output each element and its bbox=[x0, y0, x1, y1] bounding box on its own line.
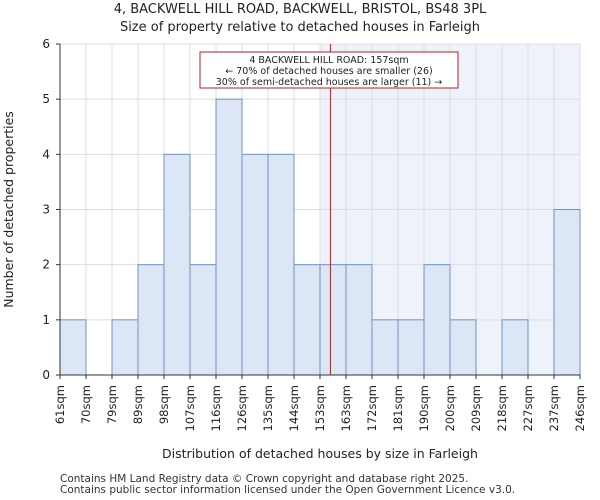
annotation-box bbox=[199, 51, 459, 89]
chart-title: 4, BACKWELL HILL ROAD, BACKWELL, BRISTOL… bbox=[113, 2, 487, 17]
histogram-bar bbox=[345, 264, 373, 376]
x-tick-label: 98sqm bbox=[157, 385, 171, 424]
footer-line-2: Contains public sector information licen… bbox=[60, 484, 516, 496]
y-tick-label: 0 bbox=[42, 368, 50, 382]
x-tick-label: 70sqm bbox=[79, 385, 93, 424]
x-tick-label: 79sqm bbox=[105, 385, 119, 424]
x-tick-label: 163sqm bbox=[339, 385, 353, 431]
x-tick-label: 209sqm bbox=[469, 385, 483, 431]
histogram-bar bbox=[189, 264, 217, 376]
x-tick-label: 237sqm bbox=[547, 385, 561, 431]
x-tick-label: 200sqm bbox=[443, 385, 457, 431]
histogram-bar bbox=[215, 98, 243, 376]
y-tick-label: 1 bbox=[42, 313, 50, 327]
y-tick-label: 2 bbox=[42, 258, 50, 272]
histogram-bar bbox=[293, 264, 321, 376]
y-axis-label: Number of detached properties bbox=[1, 111, 16, 308]
x-tick-label: 246sqm bbox=[573, 385, 587, 431]
x-tick-label: 126sqm bbox=[235, 385, 249, 431]
x-axis-label: Distribution of detached houses by size … bbox=[162, 446, 478, 461]
annotation-text: 4 BACKWELL HILL ROAD: 157sqm bbox=[249, 55, 408, 66]
histogram-bar bbox=[137, 264, 165, 376]
histogram-bar bbox=[59, 319, 87, 376]
x-tick-label: 135sqm bbox=[261, 385, 275, 431]
histogram-bar bbox=[267, 153, 295, 376]
histogram-bar bbox=[553, 209, 581, 376]
histogram-bar bbox=[111, 319, 139, 376]
annotation-text: ← 70% of detached houses are smaller (26… bbox=[225, 66, 432, 77]
y-tick-label: 3 bbox=[42, 203, 50, 217]
histogram-bar bbox=[163, 153, 191, 376]
x-tick-label: 107sqm bbox=[183, 385, 197, 431]
histogram-bar bbox=[449, 319, 477, 376]
x-tick-label: 153sqm bbox=[313, 385, 327, 431]
histogram-bar bbox=[371, 319, 399, 376]
footer-line-1: Contains HM Land Registry data © Crown c… bbox=[60, 473, 469, 485]
histogram-bar bbox=[241, 153, 269, 376]
x-tick-label: 89sqm bbox=[131, 385, 145, 424]
annotation-text: 30% of semi-detached houses are larger (… bbox=[216, 77, 443, 88]
histogram-bar bbox=[501, 319, 529, 376]
x-tick-label: 218sqm bbox=[495, 385, 509, 431]
x-tick-label: 181sqm bbox=[391, 385, 405, 431]
chart-subtitle: Size of property relative to detached ho… bbox=[119, 20, 481, 35]
x-tick-label: 190sqm bbox=[417, 385, 431, 431]
x-tick-label: 116sqm bbox=[209, 385, 223, 431]
histogram-bar bbox=[423, 264, 451, 376]
x-tick-label: 61sqm bbox=[53, 385, 67, 424]
x-tick-label: 172sqm bbox=[365, 385, 379, 431]
histogram-bar bbox=[397, 319, 425, 376]
x-tick-label: 227sqm bbox=[521, 385, 535, 431]
y-tick-label: 5 bbox=[42, 92, 50, 106]
histogram-bar bbox=[319, 264, 347, 376]
y-tick-label: 6 bbox=[42, 37, 50, 51]
x-tick-label: 144sqm bbox=[287, 385, 301, 431]
y-tick-label: 4 bbox=[42, 147, 50, 161]
